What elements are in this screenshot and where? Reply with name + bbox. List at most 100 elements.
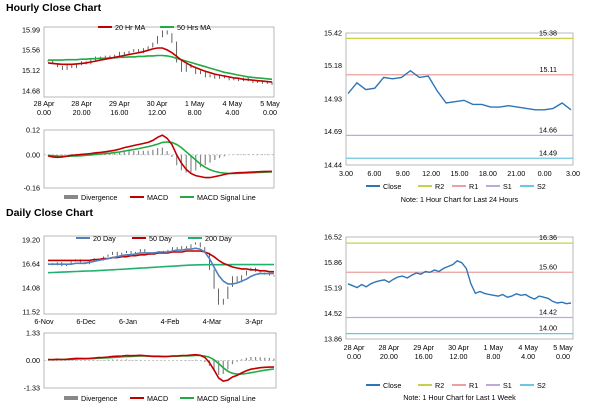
hourly-levels-y-tick: 15.18 bbox=[324, 61, 342, 70]
daily-ma-x-label: 6-Nov bbox=[34, 317, 54, 326]
daily-levels-legend-r2: R2 bbox=[435, 381, 444, 390]
daily-levels-x-label: 30 Apr bbox=[448, 343, 469, 352]
hourly-levels-x-label: 15.00 bbox=[451, 169, 469, 178]
daily-200day-ma-line bbox=[47, 263, 274, 274]
hourly-macd-y-tick: 0.00 bbox=[26, 150, 40, 159]
hourly-legend-divergence-swatch bbox=[64, 195, 78, 199]
daily-levels-x-label: 29 Apr bbox=[413, 343, 434, 352]
hourly-levels-y-tick: 15.42 bbox=[324, 29, 342, 38]
hourly-levels-note: Note: 1 Hour Chart for Last 24 Hours bbox=[401, 195, 519, 204]
hourly-ma-x-label: 4.00 bbox=[225, 108, 239, 117]
hourly-levels-x-label: 0.00 bbox=[538, 169, 552, 178]
hourly-ma-x-label: 16.00 bbox=[110, 108, 128, 117]
hourly-50hr-ma-line bbox=[48, 54, 273, 81]
hourly-section-title: Hourly Close Chart bbox=[6, 2, 102, 14]
daily-levels-x-label: 0.00 bbox=[347, 352, 361, 361]
hourly-ma-x-label: 28 Apr bbox=[34, 99, 55, 108]
hourly-legend-20hr: 20 Hr MA bbox=[115, 23, 146, 32]
daily-levels-x-label: 12.00 bbox=[450, 352, 468, 361]
daily-levels-x-label: 0.00 bbox=[556, 352, 570, 361]
hourly-levels-y-tick: 14.93 bbox=[324, 95, 342, 104]
daily-levels-close-line bbox=[347, 259, 572, 305]
hourly-ma-x-label: 29 Apr bbox=[109, 99, 130, 108]
hourly-20hr-ma-line bbox=[47, 47, 273, 83]
hourly-levels-y-tick: 14.44 bbox=[324, 161, 342, 170]
daily-legend-20day: 20 Day bbox=[93, 234, 116, 243]
hourly-ma-x-label: 1 May bbox=[185, 99, 205, 108]
hourly-ma-x-label: 28 Apr bbox=[71, 99, 92, 108]
daily-levels-plot-frame bbox=[345, 236, 574, 340]
hourly-ma-plot-frame bbox=[43, 26, 275, 98]
hourly-levels-r1-value: 15.11 bbox=[540, 65, 557, 74]
daily-section-title: Daily Close Chart bbox=[6, 207, 93, 219]
daily-legend-macd: MACD bbox=[147, 394, 168, 403]
hourly-macd-plot-frame bbox=[43, 129, 275, 189]
hourly-levels-s2-value: 14.49 bbox=[539, 148, 557, 157]
daily-legend-200day: 200 Day bbox=[205, 234, 232, 243]
daily-ma-y-tick: 14.08 bbox=[22, 283, 40, 292]
daily-levels-s2-value: 14.00 bbox=[539, 324, 557, 333]
daily-legend-divergence-swatch bbox=[64, 396, 78, 400]
daily-macd-line bbox=[47, 353, 274, 383]
daily-levels-x-label: 5 May bbox=[553, 343, 573, 352]
daily-levels-note: Note: 1 Hour Chart for Last 1 Week bbox=[403, 393, 516, 402]
daily-macd-y-tick: 0.00 bbox=[26, 356, 40, 365]
hourly-ma-x-label: 0.00 bbox=[37, 108, 51, 117]
daily-levels-x-label: 16.00 bbox=[415, 352, 433, 361]
daily-ma-y-tick: 19.20 bbox=[22, 235, 40, 244]
hourly-levels-legend-close: Close bbox=[383, 182, 401, 191]
hourly-levels-y-tick: 14.69 bbox=[324, 127, 342, 136]
hourly-ma-x-label: 4 May bbox=[223, 99, 243, 108]
daily-legend-divergence: Divergence bbox=[81, 394, 117, 403]
hourly-macd-y-tick: 0.12 bbox=[26, 126, 40, 135]
daily-levels-r2-value: 16.36 bbox=[539, 233, 557, 242]
daily-levels-y-tick: 15.86 bbox=[324, 258, 342, 267]
hourly-macd-y-tick: -0.16 bbox=[24, 184, 40, 193]
daily-levels-y-tick: 14.52 bbox=[324, 309, 342, 318]
hourly-ma-x-label: 20.00 bbox=[73, 108, 91, 117]
daily-levels-x-label: 1 May bbox=[484, 343, 504, 352]
hourly-levels-plot-frame bbox=[345, 32, 574, 166]
hourly-levels-legend-r1: R1 bbox=[469, 182, 478, 191]
hourly-ma-x-label: 8.00 bbox=[188, 108, 202, 117]
hourly-levels-x-label: 18.00 bbox=[479, 169, 497, 178]
daily-ma-x-label: 3-Apr bbox=[245, 317, 263, 326]
hourly-ma-x-label: 30 Apr bbox=[147, 99, 168, 108]
hourly-levels-x-label: 21.00 bbox=[507, 169, 525, 178]
daily-levels-x-label: 28 Apr bbox=[378, 343, 399, 352]
hourly-levels-x-label: 3.00 bbox=[566, 169, 580, 178]
daily-levels-x-label: 28 Apr bbox=[344, 343, 365, 352]
daily-levels-y-tick: 15.19 bbox=[324, 284, 342, 293]
hourly-levels-r2-value: 15.38 bbox=[539, 28, 557, 37]
daily-levels-y-tick: 13.86 bbox=[324, 335, 342, 344]
hourly-levels-legend-s2: S2 bbox=[537, 182, 546, 191]
daily-ma-y-tick: 16.64 bbox=[22, 259, 40, 268]
hourly-levels-x-label: 6.00 bbox=[367, 169, 381, 178]
daily-macd-y-tick: -1.33 bbox=[24, 384, 40, 393]
daily-macd-y-tick: 1.33 bbox=[26, 329, 40, 338]
daily-levels-legend-s1: S1 bbox=[503, 381, 512, 390]
hourly-ma-y-tick: 15.12 bbox=[22, 66, 40, 75]
daily-levels-legend-r1: R1 bbox=[469, 381, 478, 390]
daily-ma-x-label: 4-Feb bbox=[161, 317, 180, 326]
daily-ma-y-tick: 11.52 bbox=[23, 307, 40, 316]
daily-legend-50day: 50 Day bbox=[149, 234, 172, 243]
daily-ma-plot-frame bbox=[43, 235, 277, 315]
daily-ma-x-label: 4-Mar bbox=[203, 317, 222, 326]
daily-levels-legend-s2: S2 bbox=[537, 381, 546, 390]
hourly-ma-y-tick: 15.56 bbox=[22, 45, 40, 54]
daily-ma-x-label: 6-Dec bbox=[76, 317, 96, 326]
hourly-legend-signal: MACD Signal Line bbox=[197, 193, 256, 202]
hourly-macd-signal-line bbox=[47, 141, 273, 175]
daily-levels-s1-value: 14.42 bbox=[539, 308, 557, 317]
daily-levels-y-tick: 16.52 bbox=[324, 233, 342, 242]
hourly-ma-y-tick: 14.68 bbox=[22, 86, 40, 95]
hourly-ma-x-label: 0.00 bbox=[263, 108, 277, 117]
daily-levels-x-label: 4.00 bbox=[521, 352, 535, 361]
daily-50day-ma-line bbox=[48, 250, 274, 273]
daily-levels-x-label: 20.00 bbox=[380, 352, 398, 361]
hourly-levels-s1-value: 14.66 bbox=[539, 125, 557, 134]
hourly-levels-legend-s1: S1 bbox=[503, 182, 512, 191]
hourly-levels-legend-r2: R2 bbox=[435, 182, 444, 191]
